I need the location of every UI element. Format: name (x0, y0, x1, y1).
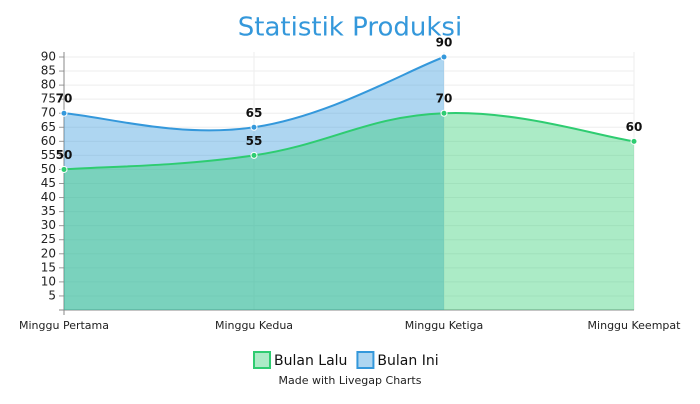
y-tick-label: 75 (41, 92, 56, 106)
data-label: 55 (246, 134, 263, 148)
y-tick-label: 85 (41, 64, 56, 78)
data-label: 90 (436, 36, 453, 50)
data-label: 60 (626, 120, 643, 134)
data-point (60, 165, 68, 173)
data-label: 50 (56, 148, 73, 162)
y-tick-label: 20 (41, 246, 56, 260)
y-tick-label: 30 (41, 218, 56, 232)
data-label: 70 (56, 92, 73, 106)
y-tick-label: 55 (41, 148, 56, 162)
y-tick-label: 60 (41, 134, 56, 148)
data-label: 70 (436, 92, 453, 106)
credit: Made with Livegap Charts (279, 374, 422, 387)
legend: Bulan Lalu Bulan Ini (253, 351, 439, 369)
y-tick-label: 10 (41, 274, 56, 288)
area-line (63, 112, 635, 171)
x-tick-label: Minggu Kedua (215, 319, 293, 332)
legend-label: Bulan Lalu (274, 353, 347, 369)
data-point (630, 137, 638, 145)
x-tick-label: Minggu Keempat (588, 319, 682, 332)
legend-swatch (253, 351, 271, 369)
y-tick-label: 15 (41, 260, 56, 274)
x-tick-label: Minggu Ketiga (405, 319, 483, 332)
y-tick-label: 40 (41, 190, 56, 204)
data-point (440, 53, 448, 61)
data-point (440, 109, 448, 117)
x-tick-label: Minggu Pertama (19, 319, 109, 332)
y-tick-label: 45 (41, 176, 56, 190)
area-fill (64, 113, 634, 310)
data-point (60, 109, 68, 117)
y-tick-label: 70 (41, 106, 56, 120)
data-point (250, 123, 258, 131)
data-point (250, 151, 258, 159)
area-fill (64, 57, 444, 310)
y-tick-label: 35 (41, 204, 56, 218)
y-tick-label: 80 (41, 78, 56, 92)
data-label: 65 (246, 106, 263, 120)
y-tick-label: 65 (41, 120, 56, 134)
y-tick-label: 50 (41, 162, 56, 176)
legend-swatch (356, 351, 375, 369)
y-tick-label: 5 (48, 288, 56, 302)
legend-label: Bulan Ini (377, 353, 438, 369)
y-tick-label: 90 (41, 50, 56, 64)
y-tick-label: 25 (41, 232, 56, 246)
chart-title: Statistik Produksi (238, 13, 462, 43)
